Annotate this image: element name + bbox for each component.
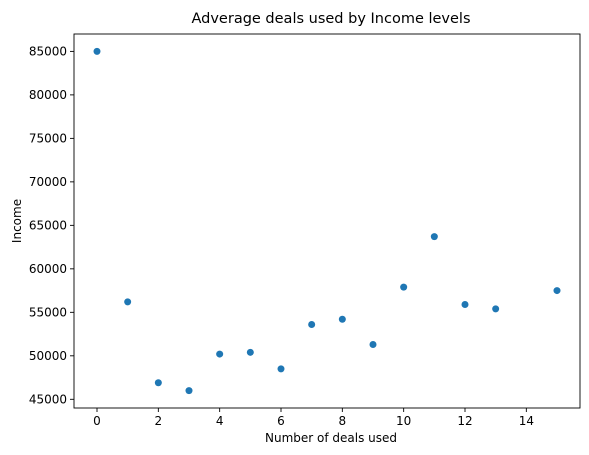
x-axis: 0 2 4 6 8 10 12 14: [93, 408, 534, 428]
data-points: [93, 47, 561, 395]
y-axis: 45000 50000 55000 60000 65000 70000 75000 80000…: [29, 44, 74, 406]
y-tick-label: 75000: [29, 131, 67, 145]
data-point: [277, 365, 285, 373]
x-tick-label: 4: [216, 414, 224, 428]
x-tick-label: 6: [277, 414, 285, 428]
y-axis-label: Income: [10, 199, 24, 243]
data-point: [246, 348, 254, 356]
y-tick-label: 85000: [29, 44, 67, 58]
x-tick-label: 10: [396, 414, 411, 428]
x-tick-label: 12: [457, 414, 472, 428]
y-tick-label: 55000: [29, 305, 67, 319]
y-tick-label: 80000: [29, 88, 67, 102]
plot-frame: [73, 33, 581, 409]
y-tick-label: 45000: [29, 392, 67, 406]
x-axis-label: Number of deals used: [265, 431, 397, 445]
x-tick-label: 8: [339, 414, 347, 428]
data-point: [216, 350, 224, 358]
data-point: [338, 315, 346, 323]
data-point: [461, 300, 469, 308]
data-point: [400, 283, 408, 291]
data-point: [154, 379, 162, 387]
data-point: [553, 287, 561, 295]
data-point: [430, 233, 438, 241]
data-point: [369, 341, 377, 349]
y-tick-label: 60000: [29, 262, 67, 276]
x-tick-label: 14: [519, 414, 534, 428]
data-point: [185, 387, 193, 395]
y-tick-label: 50000: [29, 349, 67, 363]
data-point: [124, 298, 132, 306]
chart-title: Adverage deals used by Income levels: [191, 11, 470, 27]
y-tick-label: 70000: [29, 175, 67, 189]
plot-area: [73, 33, 581, 409]
data-point: [93, 47, 101, 55]
data-point: [492, 305, 500, 313]
x-tick-label: 2: [155, 414, 163, 428]
x-tick-label: 0: [93, 414, 101, 428]
data-point: [308, 321, 316, 329]
y-tick-label: 65000: [29, 218, 67, 232]
